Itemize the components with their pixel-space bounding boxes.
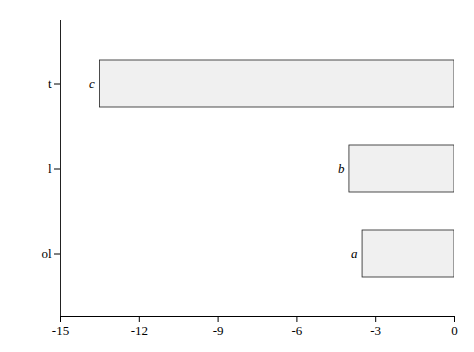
svg-text:b: b: [338, 161, 345, 176]
svg-text:-12: -12: [131, 323, 148, 338]
svg-text:c: c: [89, 76, 95, 91]
svg-text:-3: -3: [370, 323, 381, 338]
svg-text:a: a: [351, 246, 358, 261]
svg-text:0: 0: [451, 323, 458, 338]
svg-text:t: t: [48, 76, 52, 91]
svg-text:-15: -15: [52, 323, 69, 338]
svg-text:ol: ol: [41, 246, 52, 261]
svg-text:-9: -9: [213, 323, 224, 338]
svg-text:-6: -6: [291, 323, 302, 338]
svg-text:l: l: [48, 161, 52, 176]
